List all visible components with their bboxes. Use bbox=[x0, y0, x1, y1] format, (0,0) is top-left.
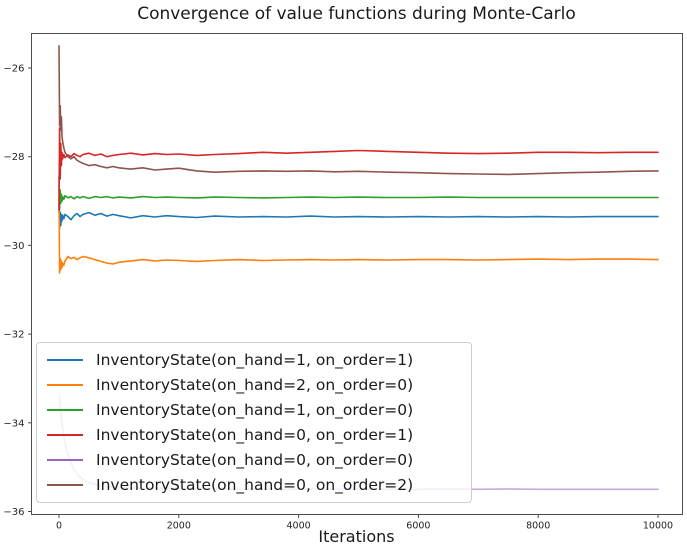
legend-item: InventoryState(on_hand=1, on_order=0) bbox=[37, 401, 471, 419]
legend-line-swatch bbox=[47, 483, 83, 486]
y-tick-label: −28 bbox=[3, 152, 24, 163]
legend-line-swatch bbox=[47, 384, 83, 387]
legend-item: InventoryState(on_hand=2, on_order=0) bbox=[37, 376, 471, 394]
y-tick-label: −32 bbox=[3, 330, 24, 341]
series-line bbox=[58, 186, 659, 274]
legend-line-swatch bbox=[47, 409, 83, 412]
series-line bbox=[58, 175, 659, 211]
legend-label: InventoryState(on_hand=0, on_order=1) bbox=[96, 425, 414, 444]
x-tick-label: 4000 bbox=[287, 521, 311, 532]
legend-line-swatch bbox=[47, 433, 83, 436]
legend-line-swatch bbox=[47, 458, 83, 461]
legend-line-swatch bbox=[47, 359, 83, 362]
legend-label: InventoryState(on_hand=0, on_order=2) bbox=[96, 475, 414, 494]
legend: InventoryState(on_hand=1, on_order=1) In… bbox=[36, 342, 472, 503]
x-tick-label: 0 bbox=[56, 521, 62, 532]
x-tick-label: 10000 bbox=[643, 521, 673, 532]
legend-label: InventoryState(on_hand=1, on_order=1) bbox=[96, 351, 414, 370]
legend-label: InventoryState(on_hand=1, on_order=0) bbox=[96, 401, 414, 420]
legend-label: InventoryState(on_hand=0, on_order=0) bbox=[96, 450, 414, 469]
legend-label: InventoryState(on_hand=2, on_order=0) bbox=[96, 376, 414, 395]
x-tick-label: 6000 bbox=[406, 521, 430, 532]
y-tick-label: −26 bbox=[3, 64, 24, 75]
x-axis-label: Iterations bbox=[318, 527, 395, 546]
series-line bbox=[58, 127, 659, 211]
y-tick-label: −34 bbox=[3, 418, 24, 429]
legend-item: InventoryState(on_hand=1, on_order=1) bbox=[37, 351, 471, 369]
y-tick-label: −36 bbox=[3, 507, 24, 518]
x-tick-label: 8000 bbox=[526, 521, 550, 532]
series-line bbox=[58, 44, 659, 176]
legend-item: InventoryState(on_hand=0, on_order=2) bbox=[37, 476, 471, 494]
legend-item: InventoryState(on_hand=0, on_order=1) bbox=[37, 426, 471, 444]
series-line bbox=[58, 202, 659, 230]
axes-frame bbox=[31, 33, 683, 515]
chart-title: Convergence of value functions during Mo… bbox=[137, 4, 576, 24]
legend-item: InventoryState(on_hand=0, on_order=0) bbox=[37, 451, 471, 469]
x-tick-label: 2000 bbox=[167, 521, 191, 532]
y-tick-label: −30 bbox=[3, 241, 24, 252]
